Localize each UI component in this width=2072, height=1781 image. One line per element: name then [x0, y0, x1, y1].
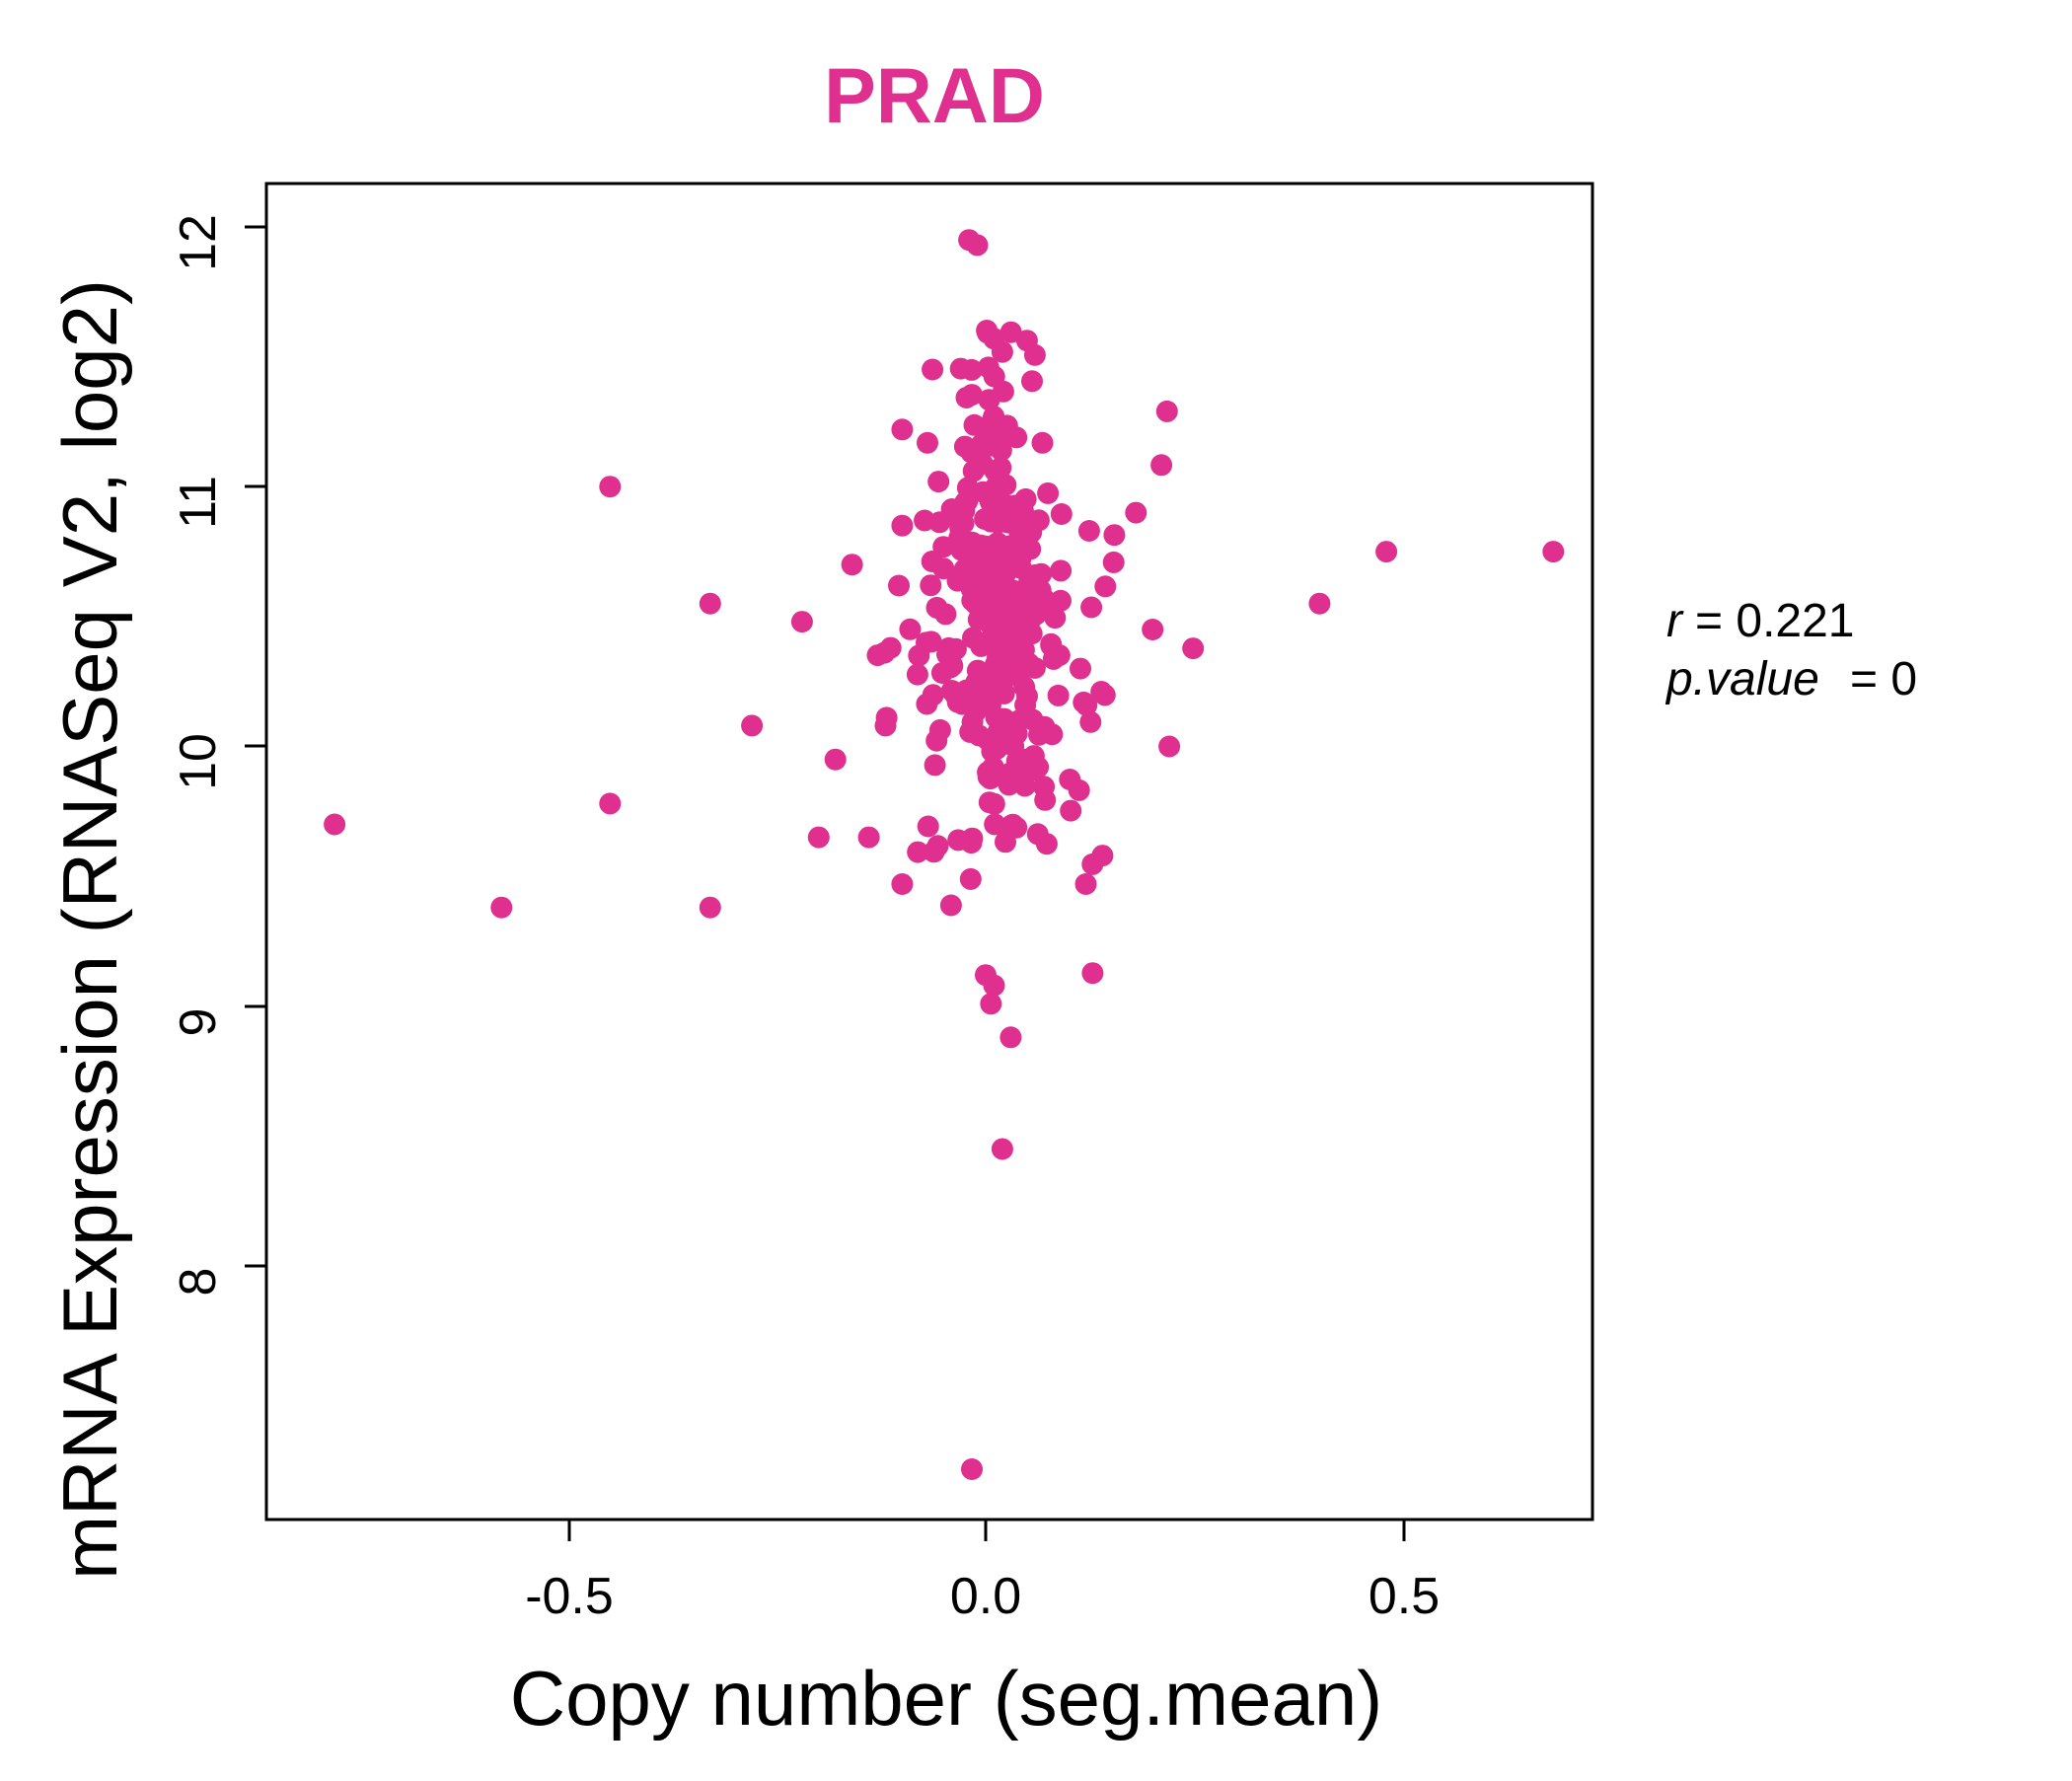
svg-text:= 0: = 0 — [1850, 653, 1917, 705]
svg-text:mRNA Expression (RNASeq V2, lo: mRNA Expression (RNASeq V2, log2) — [46, 279, 133, 1580]
svg-text:0.0: 0.0 — [950, 1568, 1021, 1625]
svg-text:PRAD: PRAD — [824, 51, 1045, 139]
svg-text:12: 12 — [170, 214, 227, 271]
svg-text:11: 11 — [170, 476, 227, 529]
svg-text:9: 9 — [170, 1008, 227, 1037]
svg-text:0.5: 0.5 — [1369, 1568, 1440, 1625]
svg-text:r: r — [1666, 595, 1684, 647]
svg-text:p.value: p.value — [1665, 653, 1819, 705]
svg-text:8: 8 — [170, 1268, 227, 1297]
svg-text:-0.5: -0.5 — [525, 1568, 614, 1625]
svg-text:Copy number (seg.mean): Copy number (seg.mean) — [510, 1655, 1382, 1742]
svg-text:= 0.221: = 0.221 — [1695, 595, 1854, 647]
svg-text:10: 10 — [170, 733, 227, 790]
